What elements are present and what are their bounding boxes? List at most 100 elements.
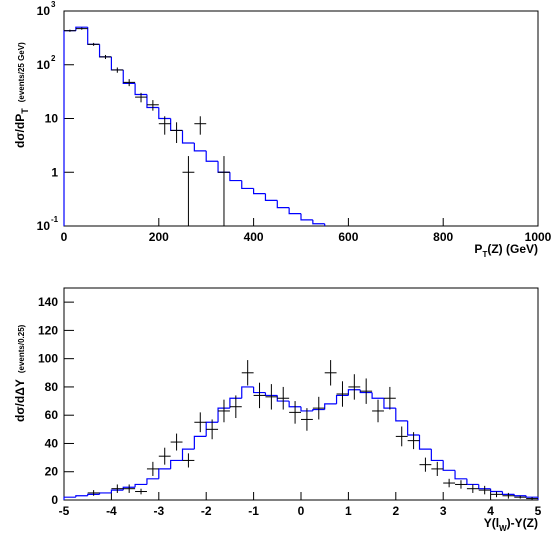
y-label-unit: (events/25 GeV) xyxy=(17,42,26,102)
histogram-bin xyxy=(98,492,112,495)
x-tick-label: 0 xyxy=(61,230,68,244)
x-label-main: P xyxy=(474,242,482,256)
x-axis-label: Y(lW)-Y(Z) xyxy=(484,516,538,533)
x-label-rest: )-Y(Z) xyxy=(507,516,538,530)
histogram-bin xyxy=(513,494,527,497)
histogram-bin xyxy=(407,420,420,436)
y-tick-label: 20 xyxy=(45,465,59,479)
data-point xyxy=(194,412,207,433)
data-point xyxy=(312,396,325,420)
histogram-bin xyxy=(134,83,147,96)
histogram-bin xyxy=(454,470,467,480)
histogram-bin xyxy=(87,27,100,45)
data-point xyxy=(135,488,147,495)
data-point xyxy=(229,395,242,419)
x-tick-label: 0 xyxy=(298,504,305,518)
histogram-bin xyxy=(75,495,88,498)
data-point xyxy=(277,386,290,410)
data-point xyxy=(241,360,254,386)
histogram-bin xyxy=(87,493,100,496)
y-tick-label: 120 xyxy=(38,323,58,337)
y-tick-label: 140 xyxy=(38,295,58,309)
histogram-bin xyxy=(158,107,171,120)
data-point xyxy=(360,378,373,404)
histogram-bin xyxy=(466,478,479,486)
y-label-sub: T xyxy=(20,108,30,114)
histogram-bin xyxy=(134,483,147,488)
histogram-bin xyxy=(442,460,456,471)
histogram-bin xyxy=(146,478,159,485)
data-point xyxy=(372,399,384,423)
data-point xyxy=(206,419,219,440)
x-tick-label: -1 xyxy=(248,504,259,518)
histogram-bin xyxy=(241,180,254,190)
histogram-bin xyxy=(75,26,88,31)
y-axis-label: dσ/dΔY (events/0.25) xyxy=(13,324,27,422)
x-tick-label: 3 xyxy=(440,504,447,518)
x-tick-label: 1000 xyxy=(525,230,552,244)
data-point xyxy=(194,116,207,135)
y-tick-exponent: 3 xyxy=(51,0,56,9)
histogram-bin xyxy=(181,448,195,461)
y-label-unit: (events/0.25) xyxy=(17,324,26,373)
data-point xyxy=(123,484,136,493)
x-label-sub: T xyxy=(482,250,487,259)
data-point xyxy=(253,382,266,409)
y-tick-label: 40 xyxy=(45,436,59,450)
data-point xyxy=(170,433,183,451)
data-point xyxy=(111,67,124,73)
histogram-bin xyxy=(418,434,432,450)
y-label-main: dσ/dΔY xyxy=(13,379,27,422)
histogram-bin xyxy=(335,394,349,404)
data-point xyxy=(146,461,159,476)
data-point xyxy=(146,100,159,111)
data-point xyxy=(170,122,183,144)
data-point xyxy=(301,408,313,431)
histogram-bin xyxy=(158,468,171,479)
histogram-bin xyxy=(63,496,76,500)
histogram-bin xyxy=(490,488,503,493)
histogram-bin xyxy=(312,408,325,411)
data-point xyxy=(490,491,503,498)
data-point xyxy=(502,492,515,499)
x-tick-label: 200 xyxy=(149,230,169,244)
y-tick-base: 10 xyxy=(37,219,51,233)
histogram-bin xyxy=(371,392,384,399)
histogram-bin xyxy=(300,406,313,412)
data-point xyxy=(265,384,278,410)
histogram-bin xyxy=(253,188,266,195)
y-axis-label: dσ/dPT (events/25 GeV) xyxy=(13,42,30,148)
histogram-bin xyxy=(217,407,230,423)
x-tick-label: 1 xyxy=(345,504,352,518)
data-point xyxy=(383,386,396,410)
y-tick-label: 10 xyxy=(37,219,51,233)
x-tick-label: 5 xyxy=(535,504,542,518)
histogram-bin xyxy=(122,69,136,84)
data-point xyxy=(123,79,136,87)
data-point xyxy=(431,461,444,476)
x-tick-label: -3 xyxy=(153,504,164,518)
y-tick-label: 10 xyxy=(37,58,51,72)
data-point xyxy=(218,156,230,226)
y-tick-label: 60 xyxy=(45,408,59,422)
data-point xyxy=(407,432,420,450)
histogram-bin xyxy=(241,386,254,399)
histogram-bin xyxy=(205,150,219,162)
histogram-bin xyxy=(324,403,337,410)
histogram-bin xyxy=(181,130,195,144)
data-point xyxy=(324,360,337,386)
data-point xyxy=(348,374,361,400)
y-tick-exponent: 2 xyxy=(51,54,56,63)
y-tick-label: 10 xyxy=(37,4,51,18)
x-tick-label: 2 xyxy=(392,504,399,518)
data-point xyxy=(99,54,112,59)
data-point xyxy=(182,453,195,468)
x-label-main: Y(l xyxy=(484,516,499,530)
histogram-bin xyxy=(110,489,124,493)
data-point xyxy=(64,29,76,32)
data-point xyxy=(514,495,527,499)
histogram-bin xyxy=(146,94,159,109)
data-point xyxy=(75,27,88,30)
data-point xyxy=(478,485,491,495)
